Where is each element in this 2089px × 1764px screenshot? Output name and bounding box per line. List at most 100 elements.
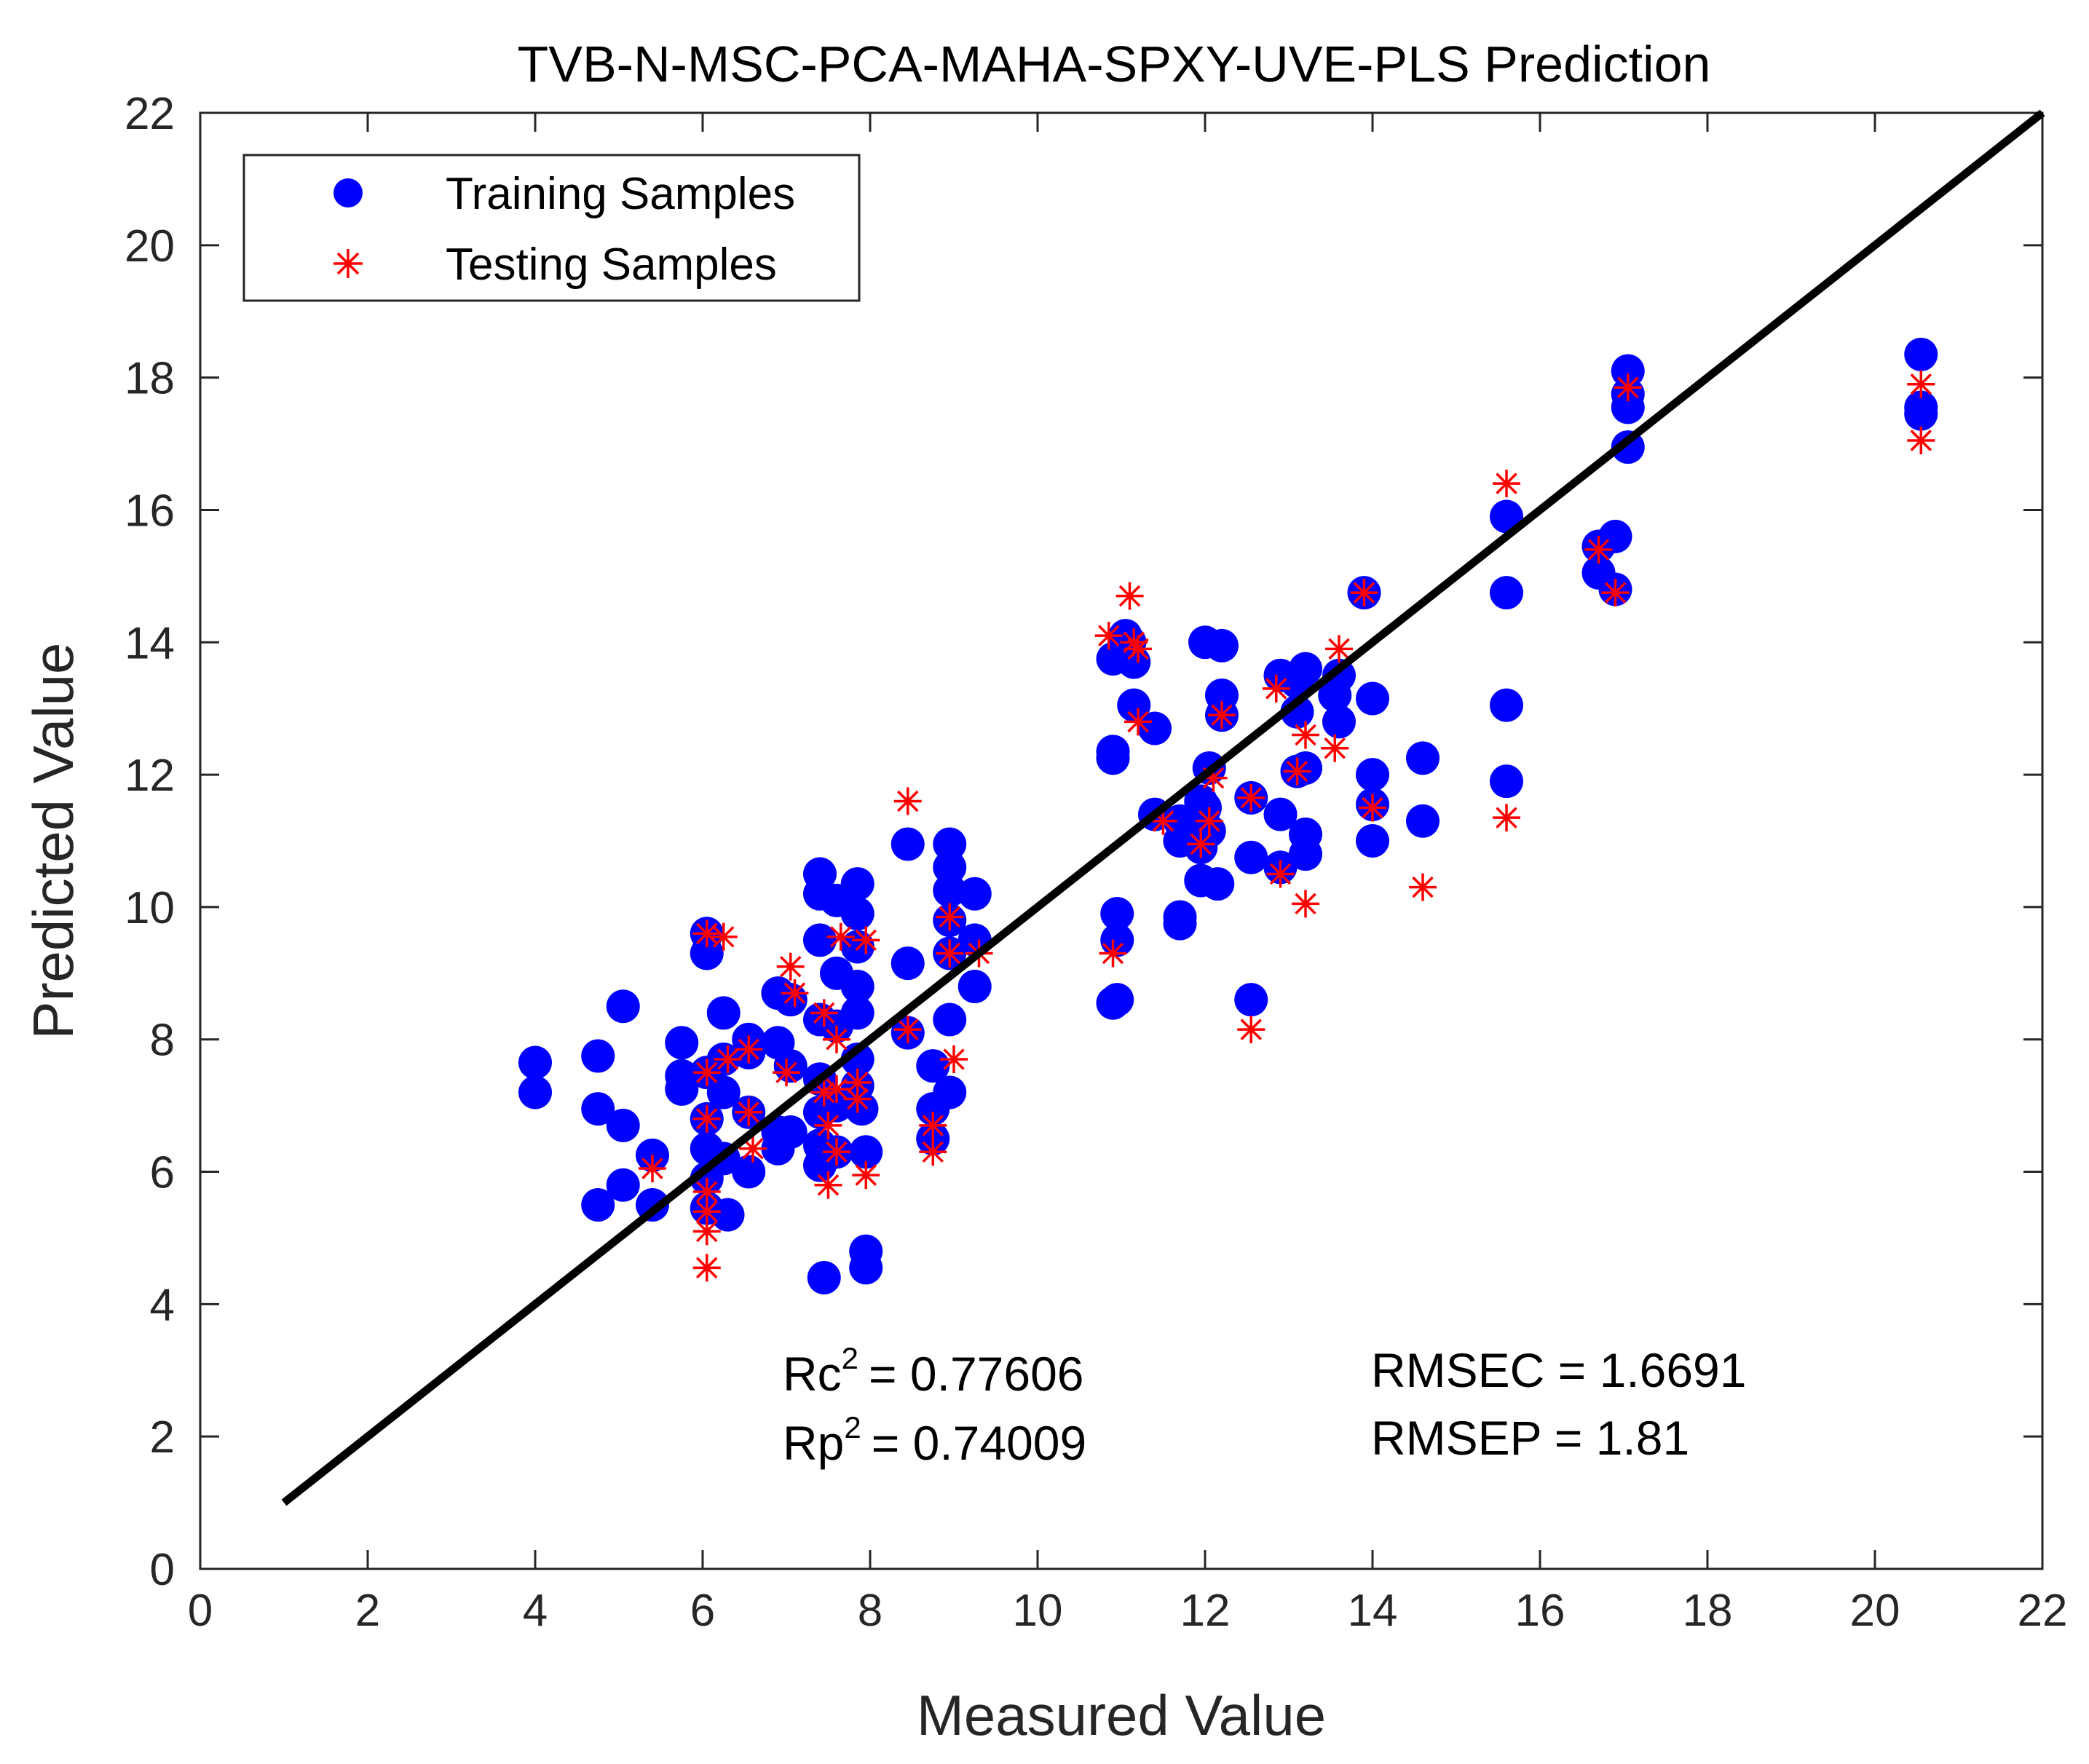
testing-point bbox=[1262, 674, 1290, 703]
training-point bbox=[1322, 705, 1356, 739]
training-point bbox=[840, 970, 874, 1003]
testing-point bbox=[735, 1035, 763, 1064]
training-point bbox=[1611, 390, 1645, 424]
rmsep-annotation: RMSEP = 1.81 bbox=[1371, 1411, 1689, 1465]
y-tick-label: 2 bbox=[150, 1412, 175, 1463]
testing-point bbox=[823, 1138, 850, 1166]
training-point bbox=[1356, 824, 1389, 858]
testing-point bbox=[1208, 701, 1236, 729]
testing-point bbox=[1115, 582, 1144, 610]
training-point bbox=[518, 1045, 552, 1080]
training-point bbox=[706, 1075, 741, 1110]
legend-training-marker bbox=[333, 178, 363, 207]
testing-point bbox=[692, 1198, 721, 1226]
training-point bbox=[891, 946, 925, 981]
training-point bbox=[665, 1072, 699, 1106]
testing-point bbox=[1493, 470, 1520, 498]
y-tick-label: 12 bbox=[125, 751, 175, 801]
testing-point bbox=[692, 919, 721, 948]
y-tick-label: 4 bbox=[150, 1280, 175, 1330]
legend-testing-label: Testing Samples bbox=[446, 240, 777, 290]
testing-point bbox=[1325, 635, 1353, 663]
testing-point bbox=[1124, 708, 1152, 736]
training-point bbox=[518, 1075, 552, 1110]
training-point bbox=[1598, 519, 1632, 553]
x-tick-label: 22 bbox=[2018, 1586, 2068, 1636]
training-point bbox=[1356, 681, 1389, 716]
legend: Training Samples Testing Samples bbox=[242, 154, 861, 302]
y-tick-labels: 0 2 4 6 8 10 12 14 16 18 20 22 bbox=[125, 89, 175, 1595]
training-point bbox=[665, 1026, 699, 1060]
testing-point bbox=[709, 922, 738, 951]
rp-label: Rp bbox=[783, 1416, 844, 1470]
x-tick-labels: 0 2 4 6 8 10 12 14 16 18 20 22 bbox=[188, 1586, 2068, 1636]
testing-point bbox=[919, 1111, 947, 1139]
x-tick-label: 10 bbox=[1013, 1586, 1063, 1636]
training-point bbox=[606, 989, 640, 1024]
training-point bbox=[933, 850, 967, 885]
testing-point bbox=[692, 1254, 721, 1282]
training-point bbox=[706, 996, 741, 1030]
testing-point bbox=[692, 1104, 721, 1133]
y-tick-label: 14 bbox=[125, 618, 175, 668]
training-point bbox=[933, 827, 967, 861]
testing-point bbox=[823, 1025, 850, 1053]
testing-series bbox=[639, 370, 1935, 1282]
training-point bbox=[1100, 897, 1134, 930]
testing-point bbox=[776, 952, 805, 981]
training-point bbox=[1356, 758, 1389, 792]
training-point bbox=[1406, 804, 1440, 838]
training-point bbox=[581, 1092, 615, 1126]
training-point bbox=[840, 996, 874, 1030]
rc-label: Rc bbox=[783, 1347, 842, 1401]
training-point bbox=[849, 1135, 883, 1169]
training-point bbox=[957, 970, 992, 1003]
training-point bbox=[1234, 840, 1268, 874]
x-tick-label: 14 bbox=[1348, 1586, 1398, 1636]
x-tick-label: 20 bbox=[1850, 1586, 1900, 1636]
y-axis-title: Predicted Value bbox=[21, 643, 85, 1040]
plot-area bbox=[199, 111, 2044, 1570]
training-point bbox=[1490, 764, 1523, 799]
testing-point bbox=[814, 1111, 842, 1139]
training-point bbox=[1904, 337, 1938, 371]
x-axis-title: Measured Value bbox=[917, 1683, 1326, 1747]
training-point bbox=[1289, 837, 1322, 871]
testing-point bbox=[1292, 721, 1319, 749]
y-tick-label: 20 bbox=[125, 221, 175, 272]
training-point bbox=[1490, 576, 1523, 610]
y-tick-label: 22 bbox=[125, 89, 175, 139]
testing-point bbox=[936, 939, 964, 968]
training-point bbox=[581, 1039, 615, 1073]
testing-point bbox=[1907, 370, 1935, 398]
training-point bbox=[732, 1155, 766, 1189]
training-point bbox=[1205, 628, 1239, 663]
training-point bbox=[849, 1251, 883, 1285]
testing-point bbox=[936, 903, 964, 931]
training-point bbox=[845, 1092, 879, 1126]
training-point bbox=[1490, 688, 1523, 722]
testing-point bbox=[1493, 804, 1520, 832]
testing-point bbox=[852, 926, 880, 954]
testing-point bbox=[735, 1098, 763, 1126]
testing-point bbox=[919, 1138, 947, 1166]
training-point bbox=[957, 877, 992, 911]
testing-point bbox=[1292, 890, 1319, 918]
fit-line bbox=[281, 109, 2045, 1506]
y-tick-label: 18 bbox=[125, 354, 175, 404]
testing-point bbox=[893, 1016, 922, 1044]
training-point bbox=[711, 1198, 745, 1232]
training-point bbox=[1096, 741, 1130, 775]
x-tick-label: 2 bbox=[355, 1586, 380, 1636]
training-point bbox=[933, 1075, 967, 1110]
testing-point bbox=[1359, 794, 1386, 822]
training-point bbox=[606, 1108, 640, 1142]
y-tick-label: 6 bbox=[150, 1148, 175, 1198]
testing-point bbox=[814, 1171, 842, 1199]
training-point bbox=[773, 1115, 807, 1149]
x-tick-label: 16 bbox=[1515, 1586, 1565, 1636]
rp-superscript: 2 bbox=[844, 1410, 861, 1444]
x-tick-label: 8 bbox=[858, 1586, 882, 1636]
